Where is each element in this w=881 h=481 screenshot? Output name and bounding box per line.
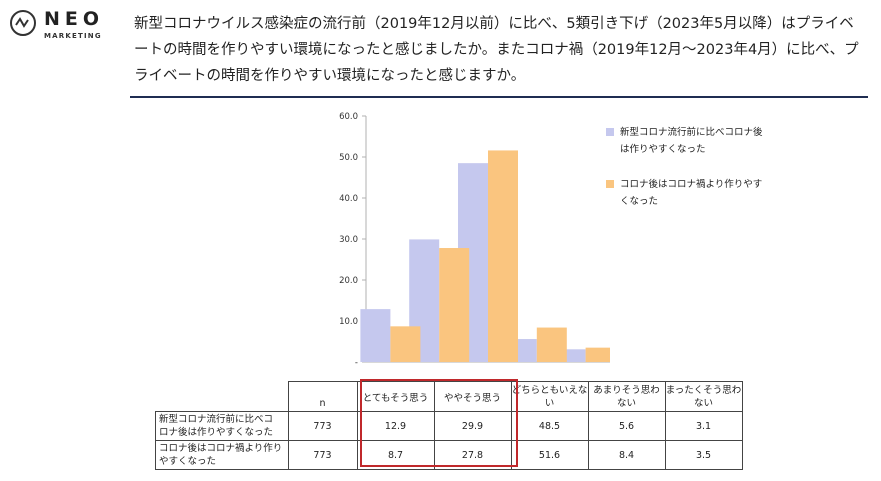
- y-tick-label: 20.0: [339, 276, 358, 286]
- y-tick-label: 60.0: [339, 112, 358, 122]
- y-tick-label: 10.0: [339, 317, 358, 327]
- table-header-cat-4: あまりそう思わ ない: [587, 381, 666, 412]
- bar-series-2: [390, 326, 421, 362]
- table-cell: 3.5: [664, 440, 743, 470]
- table-header-row: n とてもそう思う ややそう思う どちらともいえな い あまりそう思わ ない ま…: [156, 381, 743, 412]
- table-cell: 8.4: [587, 440, 666, 470]
- bar-series-1: [360, 309, 391, 362]
- table-row-label: コロナ後はコロナ禍より作り やすくなった: [155, 440, 289, 470]
- y-tick-label: 50.0: [339, 153, 358, 163]
- y-tick-label: 40.0: [339, 194, 358, 204]
- data-table: n とてもそう思う ややそう思う どちらともいえな い あまりそう思わ ない ま…: [155, 381, 743, 470]
- table-cell-n: 773: [287, 440, 358, 470]
- bar-series-2: [536, 327, 567, 362]
- bar-series-2: [488, 150, 518, 362]
- table-header-n: n: [287, 381, 358, 412]
- table-cell: 48.5: [510, 411, 589, 441]
- table-cell: 51.6: [510, 440, 589, 470]
- legend-swatch-series-2: [606, 180, 614, 188]
- table-header-cat-3: どちらともいえな い: [510, 381, 589, 412]
- table-cell: 12.9: [356, 411, 435, 441]
- title-divider: [130, 96, 868, 98]
- logo-sub: MARKETING: [44, 32, 102, 40]
- table-row: コロナ後はコロナ禍より作り やすくなった 773 8.7 27.8 51.6 8…: [155, 440, 743, 470]
- table-header-cat-5: まったくそう思わ ない: [664, 381, 743, 412]
- legend-swatch-series-1: [606, 128, 614, 136]
- legend-item-series-2: コロナ後はコロナ禍より作りやすくなった: [606, 176, 766, 210]
- logo-name: NEO: [44, 8, 105, 30]
- logo-wave-icon: [10, 10, 36, 36]
- table-corner: [156, 382, 289, 412]
- chart-legend: 新型コロナ流行前に比べコロナ後は作りやすくなった コロナ後はコロナ禍より作りやす…: [606, 124, 766, 228]
- neo-marketing-logo: NEO MARKETING: [10, 8, 120, 42]
- table-cell: 3.1: [664, 411, 743, 441]
- legend-item-series-1: 新型コロナ流行前に比べコロナ後は作りやすくなった: [606, 124, 766, 158]
- table-cell: 29.9: [433, 411, 512, 441]
- table-header-cat-2: ややそう思う: [433, 381, 512, 412]
- legend-label-series-2: コロナ後はコロナ禍より作りやすくなった: [620, 179, 763, 207]
- table-row-label: 新型コロナ流行前に比べコ ロナ後は作りやすくなった: [155, 411, 289, 441]
- y-tick-label: 30.0: [339, 235, 358, 245]
- survey-question: 新型コロナウイルス感染症の流行前（2019年12月以前）に比べ、5類引き下げ（2…: [134, 16, 859, 84]
- bar-series-2: [439, 248, 470, 362]
- legend-label-series-1: 新型コロナ流行前に比べコロナ後は作りやすくなった: [620, 127, 763, 155]
- highlight-box: [360, 379, 518, 467]
- table-cell-n: 773: [287, 411, 358, 441]
- bar-series-2: [585, 347, 610, 362]
- table-row: 新型コロナ流行前に比べコ ロナ後は作りやすくなった 773 12.9 29.9 …: [155, 411, 743, 441]
- y-tick-label: -: [355, 358, 358, 368]
- table-header-cat-1: とてもそう思う: [356, 381, 435, 412]
- table-cell: 5.6: [587, 411, 666, 441]
- bar-chart: - 10.0 20.0 30.0 40.0 50.0 60.0: [339, 112, 610, 368]
